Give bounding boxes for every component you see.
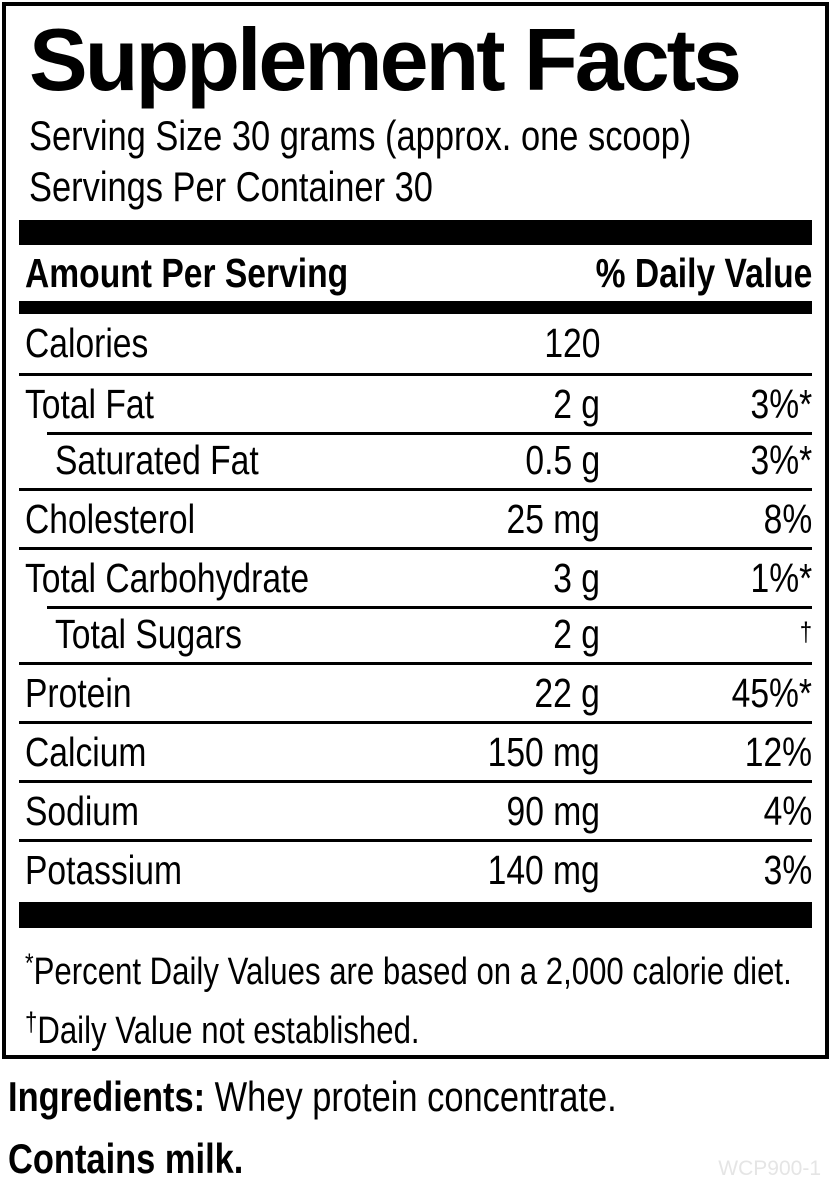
nutrient-name: Total Carbohydrate <box>25 554 310 601</box>
table-row-calories: Calories 120 <box>19 314 812 373</box>
nutrient-name: Calcium <box>25 728 147 775</box>
nutrient-dv-dagger: † <box>799 616 812 647</box>
table-row-calcium: Calcium 150 mg 12% <box>19 721 812 780</box>
table-row-total-carbohydrate: Total Carbohydrate 3 g 1%* <box>19 547 812 606</box>
table-row-total-sugars: Total Sugars 2 g † <box>19 606 812 662</box>
nutrient-dv: 8% <box>763 495 812 542</box>
panel-title: Supplement Facts <box>29 10 742 109</box>
nutrient-name: Potassium <box>25 846 182 893</box>
nutrient-name: Saturated Fat <box>55 436 259 483</box>
separator-bar-thick-bottom <box>19 902 812 928</box>
nutrient-name: Protein <box>25 669 132 716</box>
separator-bar-thick-top <box>19 220 812 245</box>
nutrient-dv: 45%* <box>731 669 812 716</box>
table-row-cholesterol: Cholesterol 25 mg 8% <box>19 488 812 547</box>
serving-info: Serving Size 30 grams (approx. one scoop… <box>29 110 812 212</box>
nutrient-dv: 4% <box>763 787 812 834</box>
nutrient-dv: 1%* <box>750 554 812 601</box>
dagger-symbol: † <box>25 1007 38 1037</box>
table-row-potassium: Potassium 140 mg 3% <box>19 839 812 898</box>
ingredients-label: Ingredients: <box>8 1073 206 1120</box>
nutrient-name: Total Fat <box>25 380 154 427</box>
footnote-dagger: †Daily Value not established. <box>25 1007 420 1052</box>
nutrient-name: Total Sugars <box>55 610 242 657</box>
supplement-facts-panel: Supplement Facts Serving Size 30 grams (… <box>2 2 829 1059</box>
ingredients-text: Whey protein concentrate. <box>205 1073 617 1120</box>
nutrient-dv: 3% <box>763 846 812 893</box>
table-header: Amount Per Serving % Daily Value <box>19 245 812 301</box>
footnotes: *Percent Daily Values are based on a 2,0… <box>19 938 812 1056</box>
footnote-percent: *Percent Daily Values are based on a 2,0… <box>25 948 792 993</box>
nutrient-dv: 12% <box>744 728 812 775</box>
table-row-total-fat: Total Fat 2 g 3%* <box>19 373 812 432</box>
nutrient-amount: 2 g <box>553 380 600 427</box>
nutrient-amount: 3 g <box>553 554 600 601</box>
nutrient-amount: 25 mg <box>506 495 600 542</box>
nutrient-name: Sodium <box>25 787 139 834</box>
daily-value-header: % Daily Value <box>595 249 812 296</box>
nutrient-name: Cholesterol <box>25 495 196 542</box>
nutrient-amount: 140 mg <box>487 846 600 893</box>
nutrient-amount: 90 mg <box>506 787 600 834</box>
nutrient-dv: 3%* <box>750 436 812 483</box>
amount-per-serving-header: Amount Per Serving <box>25 249 349 296</box>
ingredients-line: Ingredients: Whey protein concentrate. <box>8 1072 750 1122</box>
asterisk-symbol: * <box>25 948 34 978</box>
nutrient-name: Calories <box>25 320 149 366</box>
table-row-sodium: Sodium 90 mg 4% <box>19 780 812 839</box>
nutrient-amount: 150 mg <box>487 728 600 775</box>
table-row-saturated-fat: Saturated Fat 0.5 g 3%* <box>19 432 812 488</box>
contains-statement: Contains milk. <box>8 1135 244 1182</box>
nutrient-amount: 120 <box>543 320 600 366</box>
nutrient-dv: 3%* <box>750 380 812 427</box>
nutrient-amount: 22 g <box>534 669 600 716</box>
serving-size: Serving Size 30 grams (approx. one scoop… <box>29 112 692 159</box>
servings-per-container: Servings Per Container 30 <box>29 163 433 210</box>
nutrient-amount: 2 g <box>553 610 600 657</box>
separator-bar-medium <box>19 301 812 314</box>
product-code: WCP900-1 <box>718 1157 821 1180</box>
below-panel-text: Ingredients: Whey protein concentrate. C… <box>8 1072 750 1184</box>
nutrient-amount: 0.5 g <box>525 436 600 483</box>
table-row-protein: Protein 22 g 45%* <box>19 662 812 721</box>
